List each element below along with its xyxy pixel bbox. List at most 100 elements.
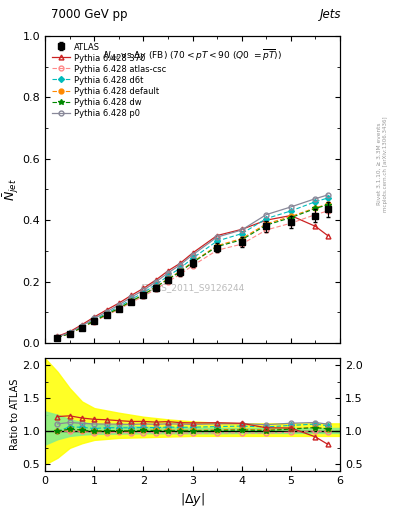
Pythia 6.428 default: [215, 243, 220, 249]
Pythia 6.428 atlas-csc: [129, 300, 134, 306]
Pythia 6.428 dw: [239, 237, 244, 243]
Pythia 6.428 atlas-csc: [117, 306, 121, 312]
Pythia 6.428 default: [104, 311, 109, 317]
Text: Jets: Jets: [320, 8, 342, 20]
Pythia 6.428 370: [190, 250, 195, 256]
Pythia 6.428 p0: [325, 192, 330, 198]
Line: Pythia 6.428 default: Pythia 6.428 default: [55, 202, 330, 340]
Y-axis label: $\bar{N}_{jet}$: $\bar{N}_{jet}$: [2, 178, 21, 201]
Pythia 6.428 d6t: [153, 282, 158, 288]
Pythia 6.428 p0: [264, 211, 269, 218]
Pythia 6.428 atlas-csc: [325, 208, 330, 214]
Pythia 6.428 dw: [68, 330, 72, 336]
Pythia 6.428 p0: [153, 279, 158, 285]
Pythia 6.428 p0: [288, 204, 293, 210]
Line: Pythia 6.428 d6t: Pythia 6.428 d6t: [55, 196, 330, 339]
Pythia 6.428 p0: [68, 330, 72, 336]
Pythia 6.428 atlas-csc: [141, 293, 146, 300]
Pythia 6.428 d6t: [129, 296, 134, 303]
Pythia 6.428 atlas-csc: [313, 211, 318, 218]
Pythia 6.428 p0: [104, 309, 109, 315]
Pythia 6.428 default: [288, 214, 293, 220]
Pythia 6.428 default: [178, 268, 183, 274]
Pythia 6.428 d6t: [215, 238, 220, 244]
Pythia 6.428 atlas-csc: [80, 325, 84, 331]
Pythia 6.428 dw: [55, 334, 60, 340]
Pythia 6.428 370: [117, 300, 121, 306]
Pythia 6.428 p0: [92, 315, 97, 322]
Pythia 6.428 p0: [190, 252, 195, 258]
Pythia 6.428 p0: [166, 270, 171, 276]
Pythia 6.428 dw: [80, 324, 84, 330]
Pythia 6.428 d6t: [325, 195, 330, 201]
Pythia 6.428 dw: [166, 276, 171, 283]
Pythia 6.428 p0: [117, 302, 121, 308]
Pythia 6.428 dw: [117, 305, 121, 311]
Pythia 6.428 default: [190, 259, 195, 265]
Pythia 6.428 dw: [141, 292, 146, 298]
Pythia 6.428 370: [178, 260, 183, 266]
Line: Pythia 6.428 dw: Pythia 6.428 dw: [55, 202, 331, 340]
Pythia 6.428 atlas-csc: [55, 334, 60, 340]
Pythia 6.428 default: [141, 291, 146, 297]
Pythia 6.428 370: [80, 322, 84, 328]
Pythia 6.428 default: [325, 201, 330, 207]
Line: Pythia 6.428 atlas-csc: Pythia 6.428 atlas-csc: [55, 208, 330, 340]
Pythia 6.428 dw: [325, 202, 330, 208]
Pythia 6.428 default: [153, 284, 158, 290]
Pythia 6.428 default: [313, 205, 318, 211]
Pythia 6.428 default: [264, 221, 269, 227]
Pythia 6.428 default: [117, 305, 121, 311]
Pythia 6.428 default: [80, 324, 84, 330]
Line: Pythia 6.428 p0: Pythia 6.428 p0: [55, 193, 330, 339]
Pythia 6.428 atlas-csc: [288, 220, 293, 226]
Pythia 6.428 default: [55, 334, 60, 340]
Pythia 6.428 370: [153, 277, 158, 283]
Pythia 6.428 atlas-csc: [166, 279, 171, 285]
Pythia 6.428 dw: [264, 222, 269, 228]
Pythia 6.428 atlas-csc: [239, 241, 244, 247]
Pythia 6.428 d6t: [190, 255, 195, 261]
Pythia 6.428 p0: [215, 234, 220, 240]
Pythia 6.428 d6t: [80, 324, 84, 330]
Pythia 6.428 dw: [215, 244, 220, 250]
Y-axis label: Ratio to ATLAS: Ratio to ATLAS: [10, 379, 20, 451]
Pythia 6.428 atlas-csc: [68, 331, 72, 337]
Pythia 6.428 dw: [153, 284, 158, 290]
Pythia 6.428 370: [325, 232, 330, 239]
Pythia 6.428 370: [166, 268, 171, 274]
Pythia 6.428 p0: [178, 262, 183, 268]
Pythia 6.428 370: [92, 314, 97, 320]
Pythia 6.428 atlas-csc: [190, 263, 195, 269]
Pythia 6.428 default: [129, 298, 134, 304]
Pythia 6.428 d6t: [117, 304, 121, 310]
Pythia 6.428 dw: [129, 298, 134, 304]
Pythia 6.428 370: [129, 292, 134, 298]
X-axis label: $|\Delta y|$: $|\Delta y|$: [180, 492, 205, 508]
Pythia 6.428 dw: [190, 260, 195, 266]
Pythia 6.428 370: [288, 212, 293, 219]
Pythia 6.428 default: [166, 276, 171, 282]
Pythia 6.428 atlas-csc: [92, 318, 97, 325]
Pythia 6.428 d6t: [104, 310, 109, 316]
Pythia 6.428 atlas-csc: [153, 286, 158, 292]
Pythia 6.428 370: [141, 285, 146, 291]
Pythia 6.428 p0: [313, 196, 318, 202]
Pythia 6.428 370: [68, 329, 72, 335]
Pythia 6.428 d6t: [288, 208, 293, 214]
Text: Rivet 3.1.10, ≥ 3.3M events: Rivet 3.1.10, ≥ 3.3M events: [377, 122, 382, 205]
Pythia 6.428 370: [264, 217, 269, 223]
Pythia 6.428 dw: [288, 215, 293, 221]
Pythia 6.428 default: [239, 236, 244, 242]
Pythia 6.428 dw: [313, 205, 318, 211]
Pythia 6.428 d6t: [68, 330, 72, 336]
Pythia 6.428 d6t: [92, 317, 97, 323]
Pythia 6.428 p0: [141, 287, 146, 293]
Pythia 6.428 d6t: [239, 230, 244, 237]
Pythia 6.428 atlas-csc: [215, 247, 220, 253]
Pythia 6.428 p0: [129, 294, 134, 301]
Pythia 6.428 d6t: [178, 265, 183, 271]
Pythia 6.428 dw: [104, 311, 109, 317]
Text: mcplots.cern.ch [arXiv:1306.3436]: mcplots.cern.ch [arXiv:1306.3436]: [384, 116, 388, 211]
Pythia 6.428 p0: [80, 323, 84, 329]
